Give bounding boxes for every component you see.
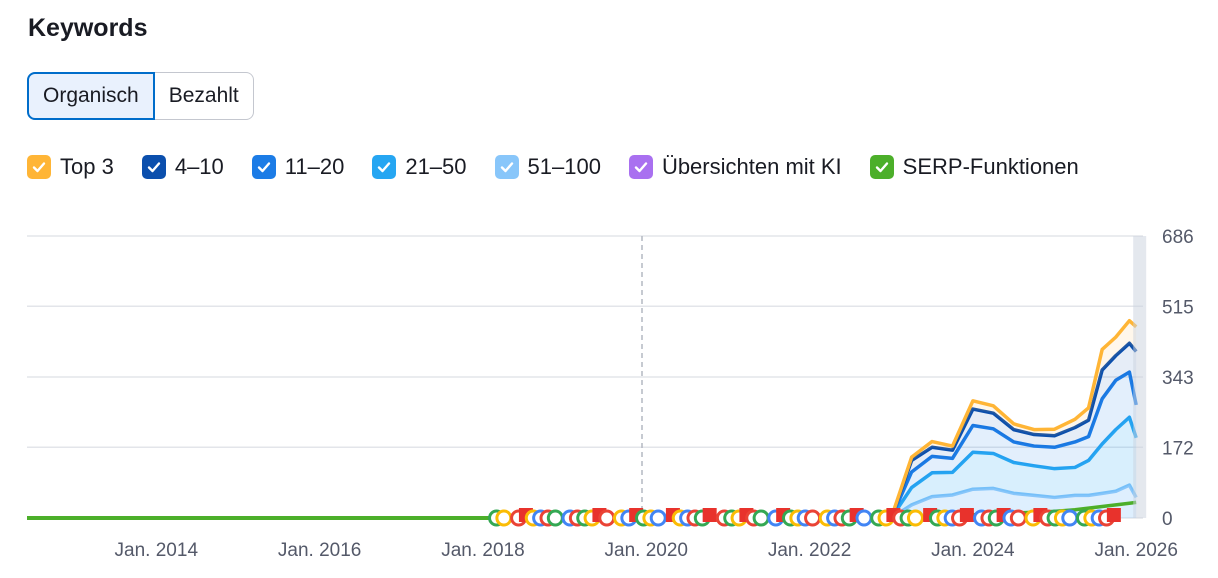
google-update-icon: [495, 509, 513, 527]
y-axis: 0 172 343 515 686: [1162, 227, 1194, 530]
y-tick-label: 0: [1162, 509, 1173, 530]
line-11–20: [889, 370, 1138, 519]
current-period-band: [1133, 236, 1147, 518]
area-21–50: [891, 417, 1137, 518]
google-update-icon: [1061, 509, 1079, 527]
google-update-icon: [598, 509, 616, 527]
google-update-icon: [649, 509, 667, 527]
legend-4-10[interactable]: 4–10: [141, 154, 224, 180]
google-update-icon: [1009, 509, 1027, 527]
checkbox-icon[interactable]: [27, 155, 51, 179]
google-update-icon: [546, 509, 564, 527]
legend-51-100[interactable]: 51–100: [494, 154, 601, 180]
note-flag-icon: [702, 508, 717, 522]
checkbox-icon[interactable]: [869, 155, 894, 179]
line-Top 3: [889, 318, 1138, 519]
google-update-icon: [804, 509, 822, 527]
database-toggle: Organisch Bezahlt: [27, 72, 254, 120]
legend-label: Top 3: [60, 154, 114, 179]
checkbox-icon[interactable]: [628, 155, 653, 179]
y-tick-label: 686: [1162, 227, 1194, 248]
google-update-icon: [752, 509, 770, 527]
x-axis: Jan. 2014 Jan. 2016 Jan. 2018 Jan. 2020 Jan.…: [115, 540, 1178, 561]
page-title: Keywords: [28, 14, 148, 42]
legend-label: 21–50: [405, 154, 467, 179]
x-tick-label: Jan. 2014: [115, 540, 199, 561]
note-flag-icon: [1106, 508, 1121, 522]
note-flag-icon: [959, 508, 974, 522]
legend-serp-features[interactable]: SERP-Funktionen: [869, 154, 1079, 180]
area-11–20: [891, 372, 1137, 518]
x-tick-label: Jan. 2022: [768, 540, 851, 561]
legend-11-20[interactable]: 11–20: [251, 154, 345, 180]
line-4–10: [889, 341, 1138, 519]
google-update-icon: [855, 509, 873, 527]
y-tick-label: 172: [1162, 438, 1194, 459]
legend-label: SERP-Funktionen: [902, 154, 1079, 179]
google-update-icon: [906, 509, 924, 527]
line-21–50: [889, 415, 1138, 519]
series-areas: [27, 236, 1147, 520]
event-markers[interactable]: [488, 508, 1121, 527]
legend-label: 4–10: [174, 154, 224, 179]
x-tick-label: Jan. 2026: [1094, 540, 1177, 561]
area-Top 3: [891, 320, 1137, 518]
x-tick-label: Jan. 2020: [605, 540, 688, 561]
checkbox-icon[interactable]: [494, 155, 519, 179]
tab-organisch[interactable]: Organisch: [27, 72, 155, 120]
legend-top3[interactable]: Top 3: [27, 154, 114, 180]
legend-label: 51–100: [527, 154, 601, 179]
checkbox-icon[interactable]: [251, 155, 276, 179]
legend-21-50[interactable]: 21–50: [372, 154, 467, 180]
legend-label: Übersichten mit KI: [661, 154, 842, 179]
x-tick-label: Jan. 2018: [441, 540, 524, 561]
legend-label: 11–20: [284, 154, 345, 179]
checkbox-icon[interactable]: [141, 155, 166, 179]
y-tick-label: 515: [1162, 297, 1194, 318]
legend-ai-overviews[interactable]: Übersichten mit KI: [628, 154, 842, 180]
y-tick-label: 343: [1162, 368, 1194, 389]
tab-bezahlt[interactable]: Bezahlt: [154, 72, 254, 120]
chart-legend: Top 3 4–10 11–20 21–50 51–100 Übersichte…: [27, 154, 1079, 180]
checkbox-icon[interactable]: [372, 155, 397, 179]
x-tick-label: Jan. 2024: [931, 540, 1015, 561]
line-51–100: [890, 483, 1138, 520]
x-tick-label: Jan. 2016: [278, 540, 361, 561]
